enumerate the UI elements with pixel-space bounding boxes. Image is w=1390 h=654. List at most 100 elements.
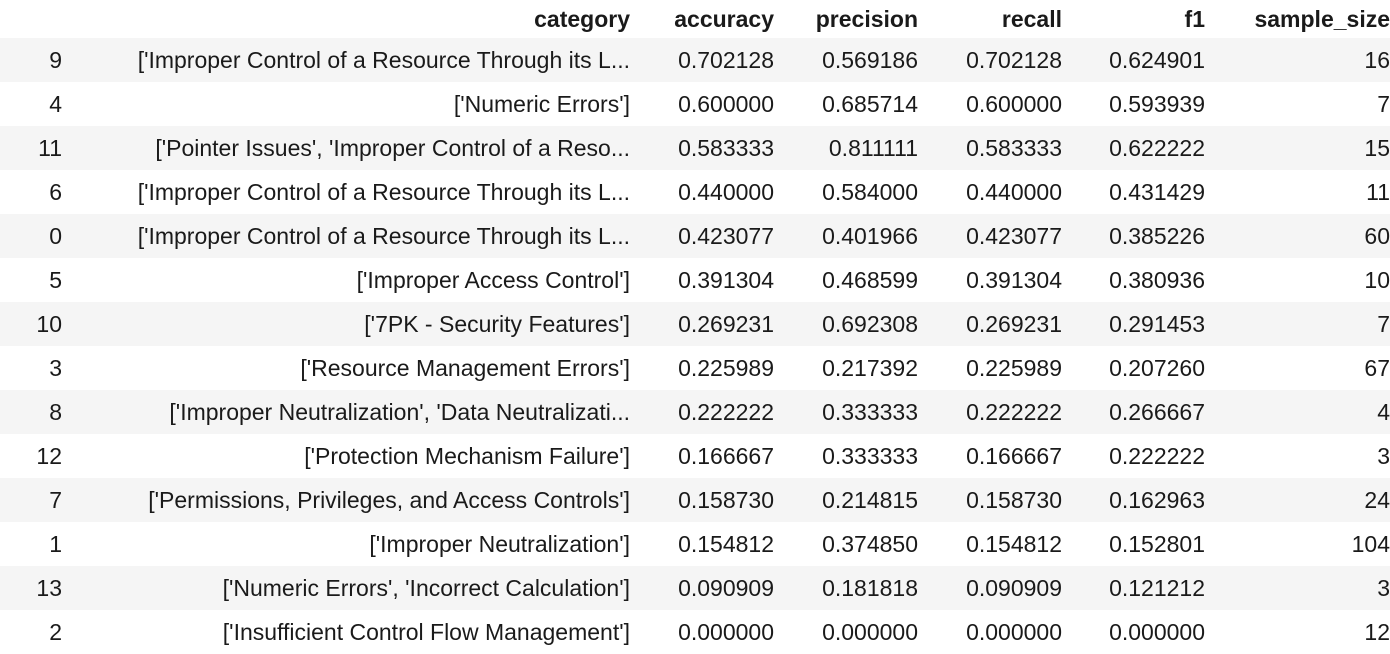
- table-row: 9 ['Improper Control of a Resource Throug…: [0, 38, 1390, 82]
- table-row: 3 ['Resource Management Errors'] 0.225989 0…: [0, 346, 1390, 390]
- column-header-sample-size: sample_size: [1254, 5, 1390, 32]
- cell-accuracy: 0.000000: [678, 618, 774, 645]
- cell-precision: 0.000000: [822, 618, 918, 645]
- table-row: 2 ['Insufficient Control Flow Management'…: [0, 610, 1390, 654]
- cell-category: ['Numeric Errors']: [453, 90, 630, 117]
- cell-sample-size: 3: [1377, 574, 1390, 601]
- cell-category: ['Improper Control of a Resource Through…: [137, 222, 630, 249]
- cell-accuracy: 0.269231: [678, 310, 774, 337]
- cell-recall: 0.269231: [966, 310, 1062, 337]
- cell-f1: 0.624901: [1109, 46, 1205, 73]
- cell-category: ['Improper Neutralization']: [369, 530, 630, 557]
- cell-sample-size: 15: [1364, 134, 1390, 161]
- table-row: 13 ['Numeric Errors', 'Incorrect Calculat…: [0, 566, 1390, 610]
- row-index: 11: [38, 134, 62, 161]
- cell-recall: 0.440000: [966, 178, 1062, 205]
- cell-sample-size: 60: [1364, 222, 1390, 249]
- row-index: 3: [49, 354, 62, 381]
- row-index: 13: [36, 574, 62, 601]
- row-index: 10: [36, 310, 62, 337]
- cell-sample-size: 67: [1364, 354, 1390, 381]
- cell-accuracy: 0.225989: [678, 354, 774, 381]
- cell-category: ['Improper Neutralization', 'Data Neutra…: [169, 398, 630, 425]
- cell-precision: 0.692308: [822, 310, 918, 337]
- cell-sample-size: 16: [1364, 46, 1390, 73]
- cell-f1: 0.000000: [1109, 618, 1205, 645]
- cell-sample-size: 7: [1377, 310, 1390, 337]
- table-row: 0 ['Improper Control of a Resource Throug…: [0, 214, 1390, 258]
- cell-category: ['Improper Access Control']: [356, 266, 630, 293]
- cell-f1: 0.222222: [1109, 442, 1205, 469]
- cell-recall: 0.166667: [966, 442, 1062, 469]
- row-index: 1: [49, 530, 62, 557]
- cell-f1: 0.162963: [1109, 486, 1205, 513]
- column-header-recall: recall: [1001, 5, 1062, 32]
- cell-precision: 0.217392: [822, 354, 918, 381]
- cell-accuracy: 0.090909: [678, 574, 774, 601]
- row-index: 6: [49, 178, 62, 205]
- cell-precision: 0.685714: [822, 90, 918, 117]
- cell-accuracy: 0.423077: [678, 222, 774, 249]
- cell-category: ['Pointer Issues', 'Improper Control of …: [155, 134, 630, 161]
- cell-f1: 0.291453: [1109, 310, 1205, 337]
- cell-recall: 0.225989: [966, 354, 1062, 381]
- cell-f1: 0.431429: [1109, 178, 1205, 205]
- cell-f1: 0.380936: [1109, 266, 1205, 293]
- table-row: 6 ['Improper Control of a Resource Throug…: [0, 170, 1390, 214]
- row-index: 5: [49, 266, 62, 293]
- row-index: 12: [36, 442, 62, 469]
- header-row: category accuracy precision recall f1 sa…: [0, 0, 1390, 38]
- cell-recall: 0.090909: [966, 574, 1062, 601]
- cell-precision: 0.333333: [822, 398, 918, 425]
- row-index: 9: [49, 46, 62, 73]
- cell-category: ['Numeric Errors', 'Incorrect Calculatio…: [222, 574, 630, 601]
- cell-recall: 0.000000: [966, 618, 1062, 645]
- cell-sample-size: 24: [1364, 486, 1390, 513]
- table-row: 11 ['Pointer Issues', 'Improper Control o…: [0, 126, 1390, 170]
- cell-recall: 0.158730: [966, 486, 1062, 513]
- cell-precision: 0.333333: [822, 442, 918, 469]
- column-header-accuracy: accuracy: [674, 5, 774, 32]
- cell-accuracy: 0.391304: [678, 266, 774, 293]
- cell-sample-size: 4: [1377, 398, 1390, 425]
- column-header-category: category: [534, 5, 630, 32]
- table-row: 10 ['7PK - Security Features'] 0.269231 0.6…: [0, 302, 1390, 346]
- cell-recall: 0.702128: [966, 46, 1062, 73]
- table-row: 12 ['Protection Mechanism Failure'] 0.1666…: [0, 434, 1390, 478]
- column-header-f1: f1: [1184, 5, 1205, 32]
- cell-f1: 0.593939: [1109, 90, 1205, 117]
- cell-f1: 0.152801: [1109, 530, 1205, 557]
- cell-f1: 0.121212: [1109, 574, 1205, 601]
- cell-f1: 0.622222: [1109, 134, 1205, 161]
- cell-accuracy: 0.702128: [678, 46, 774, 73]
- cell-f1: 0.207260: [1109, 354, 1205, 381]
- cell-sample-size: 3: [1377, 442, 1390, 469]
- cell-category: ['Insufficient Control Flow Management']: [222, 618, 630, 645]
- cell-accuracy: 0.154812: [678, 530, 774, 557]
- cell-precision: 0.214815: [822, 486, 918, 513]
- table-body: 9 ['Improper Control of a Resource Throug…: [0, 38, 1390, 654]
- table-row: 1 ['Improper Neutralization'] 0.154812 0.37…: [0, 522, 1390, 566]
- column-header-precision: precision: [815, 5, 918, 32]
- cell-sample-size: 104: [1351, 530, 1390, 557]
- row-index: 7: [49, 486, 62, 513]
- cell-accuracy: 0.166667: [678, 442, 774, 469]
- cell-accuracy: 0.583333: [678, 134, 774, 161]
- cell-category: ['Resource Management Errors']: [300, 354, 630, 381]
- cell-category: ['Protection Mechanism Failure']: [304, 442, 630, 469]
- row-index: 4: [49, 90, 62, 117]
- row-index: 2: [49, 618, 62, 645]
- table-row: 5 ['Improper Access Control'] 0.391304 0.46…: [0, 258, 1390, 302]
- cell-sample-size: 7: [1377, 90, 1390, 117]
- cell-recall: 0.154812: [966, 530, 1062, 557]
- cell-precision: 0.374850: [822, 530, 918, 557]
- table-row: 4 ['Numeric Errors'] 0.600000 0.685714 0.600…: [0, 82, 1390, 126]
- cell-accuracy: 0.600000: [678, 90, 774, 117]
- table-header: category accuracy precision recall f1 sa…: [0, 0, 1390, 38]
- row-index: 8: [49, 398, 62, 425]
- cell-precision: 0.181818: [822, 574, 918, 601]
- cell-recall: 0.391304: [966, 266, 1062, 293]
- cell-precision: 0.468599: [822, 266, 918, 293]
- cell-category: ['Improper Control of a Resource Through…: [137, 178, 630, 205]
- cell-recall: 0.222222: [966, 398, 1062, 425]
